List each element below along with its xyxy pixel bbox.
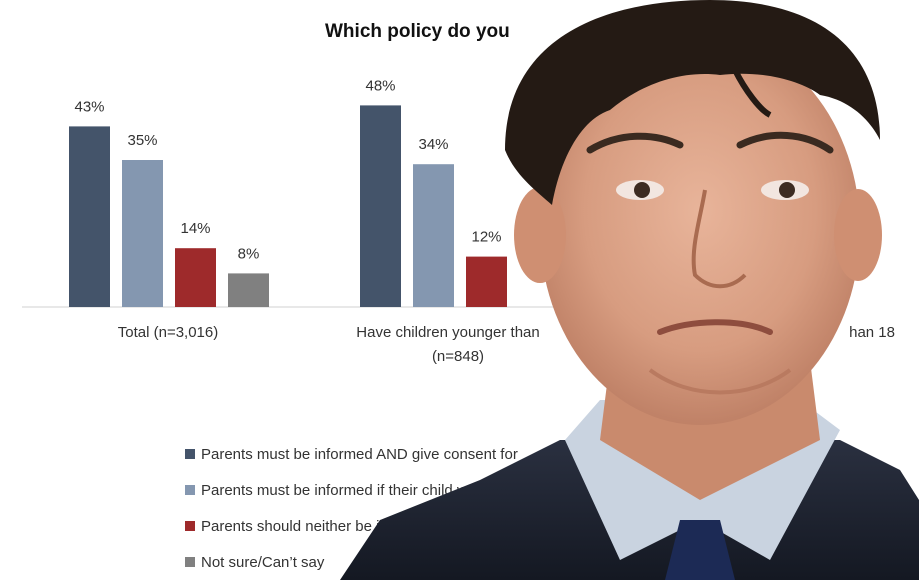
bar-1-2: [466, 256, 507, 307]
bar-0-0: [69, 126, 110, 308]
legend-item: Not sure/Can’t say: [185, 544, 518, 580]
legend-label: Parents must be informed if their child …: [201, 481, 497, 499]
category-labels-group: Total (n=3,016) Have children younger th…: [118, 324, 895, 365]
bar-1-1: [413, 164, 454, 307]
bar-0-3: [228, 273, 269, 307]
value-label-1-0: 48%: [365, 77, 395, 94]
value-label-0-1: 35%: [127, 132, 157, 149]
chart-title: Which policy do you: [325, 21, 510, 42]
bars-group: [69, 105, 507, 308]
category-label-children-n: (n=848): [432, 348, 484, 365]
value-label-1-2: 12%: [471, 229, 501, 246]
category-label-total: Total (n=3,016): [118, 324, 218, 341]
bar-0-1: [122, 160, 163, 307]
value-label-1-1: 34%: [418, 136, 448, 153]
legend-item: Parents must be informed if their child …: [185, 472, 518, 508]
legend-swatch: [185, 485, 195, 495]
legend-label: Not sure/Can’t say: [201, 553, 325, 571]
legend: Parents must be informed AND give consen…: [185, 436, 518, 580]
value-label-0-3: 8%: [238, 245, 260, 262]
value-label-0-2: 14%: [180, 220, 210, 237]
legend-swatch: [185, 449, 195, 459]
legend-item: Parents should neither be informed: [185, 508, 518, 544]
bar-0-2: [175, 248, 216, 307]
legend-item: Parents must be informed AND give consen…: [185, 436, 518, 472]
value-labels-group: 43% 35% 14% 8% 48% 34% 12%: [74, 77, 501, 262]
legend-label: Parents should neither be informed: [201, 517, 435, 535]
legend-label: Parents must be informed AND give consen…: [201, 445, 518, 463]
legend-swatch: [185, 521, 195, 531]
legend-swatch: [185, 557, 195, 567]
category-label-children: Have children younger than: [356, 324, 539, 341]
value-label-0-0: 43%: [74, 98, 104, 115]
bar-1-0: [360, 105, 401, 308]
category-label-third-partial: han 18: [849, 324, 895, 341]
